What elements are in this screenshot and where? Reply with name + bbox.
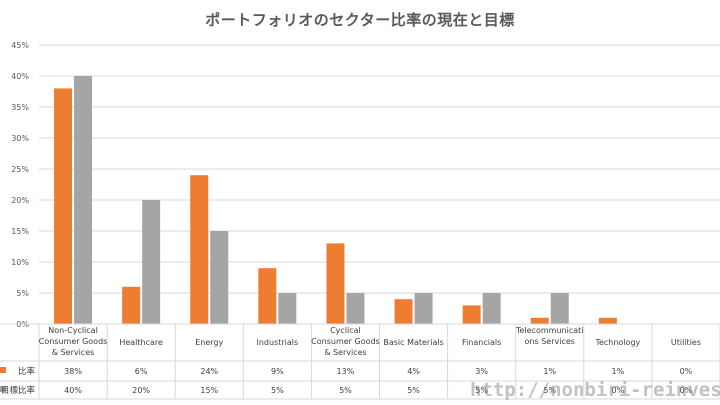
- y-tick-label: 5%: [16, 289, 29, 298]
- bar-target: [414, 293, 433, 324]
- bar-target: [550, 293, 569, 324]
- category-label: Utilities: [671, 338, 701, 347]
- data-label: 0%: [611, 386, 624, 395]
- category-label: Consumer Goods: [311, 337, 380, 346]
- y-tick-label: 20%: [11, 196, 29, 205]
- series-name: 目標比率: [1, 385, 36, 396]
- category-label: Industrials: [257, 338, 299, 347]
- data-label: 6%: [135, 367, 148, 376]
- data-label: 0%: [680, 386, 693, 395]
- category-label: Non-Cyclical: [48, 326, 98, 335]
- category-label: Energy: [195, 338, 223, 347]
- category-label: Healthcare: [119, 338, 163, 347]
- bar-current: [530, 317, 549, 324]
- legend-swatch: [0, 367, 6, 373]
- chart-title: ポートフォリオのセクター比率の現在と目標: [205, 11, 515, 29]
- bar-current: [598, 317, 617, 324]
- bar-target: [346, 293, 365, 324]
- y-tick-label: 25%: [11, 165, 29, 174]
- y-tick-label: 45%: [11, 41, 29, 50]
- data-label: 3%: [475, 367, 488, 376]
- legend-swatch: [0, 386, 6, 392]
- data-label: 1%: [543, 367, 556, 376]
- data-label: 5%: [407, 386, 420, 395]
- bar-current: [122, 286, 141, 324]
- y-tick-label: 30%: [11, 134, 29, 143]
- data-label: 5%: [339, 386, 352, 395]
- y-tick-label: 10%: [11, 258, 29, 267]
- category-label: ons Services: [525, 337, 575, 346]
- y-tick-label: 35%: [11, 103, 29, 112]
- data-label: 38%: [64, 367, 82, 376]
- data-label: 5%: [475, 386, 488, 395]
- category-label: & Services: [52, 348, 95, 357]
- bar-target: [74, 76, 93, 324]
- bar-target: [210, 231, 229, 324]
- category-label: & Services: [324, 348, 367, 357]
- data-label: 0%: [680, 367, 693, 376]
- series-name: 比率: [18, 366, 36, 377]
- y-tick-label: 15%: [11, 227, 29, 236]
- data-label: 24%: [200, 367, 218, 376]
- data-label: 15%: [200, 386, 218, 395]
- bar-current: [54, 88, 73, 325]
- data-label: 20%: [132, 386, 150, 395]
- category-label: Basic Materials: [383, 338, 443, 347]
- data-label: 9%: [271, 367, 284, 376]
- category-label: Cyclical: [330, 326, 361, 335]
- bar-current: [394, 299, 413, 324]
- data-label: 5%: [543, 386, 556, 395]
- data-label: 5%: [271, 386, 284, 395]
- bar-current: [462, 305, 481, 324]
- data-label: 4%: [407, 367, 420, 376]
- bar-target: [142, 200, 161, 324]
- watermark: http://nonbiri-reinvest.n: [470, 379, 720, 401]
- data-label: 40%: [64, 386, 82, 395]
- data-label: 13%: [337, 367, 355, 376]
- category-label: Consumer Goods: [39, 337, 108, 346]
- category-label: Financials: [462, 338, 501, 347]
- bar-target: [482, 293, 501, 324]
- category-label: Telecommunicati: [515, 326, 584, 335]
- bar-current: [190, 175, 209, 324]
- bar-current: [326, 243, 345, 324]
- bar-target: [278, 293, 297, 324]
- y-tick-label: 40%: [11, 72, 29, 81]
- data-label: 1%: [611, 367, 624, 376]
- bar-current: [258, 268, 277, 324]
- category-label: Technology: [594, 338, 640, 347]
